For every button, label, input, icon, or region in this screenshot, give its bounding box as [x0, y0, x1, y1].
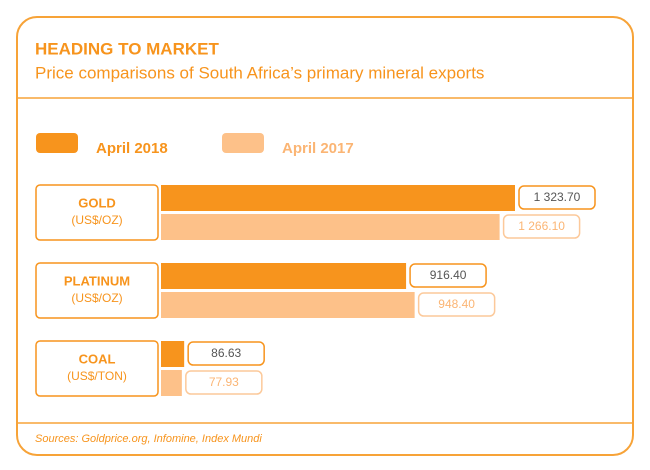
value-label-box: [409, 263, 487, 288]
frame: [16, 16, 634, 456]
bar: [161, 341, 185, 367]
value-label-box: [502, 214, 581, 239]
category-box: [35, 184, 159, 241]
value-label: 1 323.70: [534, 190, 581, 204]
value-label: 916.40: [430, 268, 467, 282]
bar: [161, 185, 515, 211]
category-unit: (US$/TON): [67, 369, 127, 383]
value-label: 948.40: [438, 297, 475, 311]
value-label-box: [185, 370, 263, 395]
value-label: 77.93: [209, 375, 239, 389]
legend-swatch: [36, 133, 78, 153]
category-box: [35, 340, 159, 397]
category-box: [35, 262, 159, 319]
legend-label: April 2017: [282, 140, 354, 157]
bar: [161, 263, 407, 289]
value-label-box: [187, 341, 265, 366]
category-label: PLATINUM: [64, 273, 130, 288]
category-unit: (US$/OZ): [71, 213, 122, 227]
value-label-box: [417, 292, 496, 317]
bar: [161, 292, 415, 318]
source: Sources: Goldprice.org, Infomine, Index …: [35, 433, 262, 445]
category-label: COAL: [79, 351, 116, 366]
category-unit: (US$/OZ): [71, 291, 122, 305]
bar: [161, 370, 182, 396]
legend-label: April 2018: [96, 140, 168, 157]
bar: [161, 214, 500, 240]
category-label: GOLD: [78, 195, 116, 210]
value-label: 86.63: [211, 346, 241, 360]
chart-subtitle: Price comparisons of South Africa’s prim…: [35, 63, 484, 82]
value-label: 1 266.10: [518, 219, 565, 233]
chart-title: HEADING TO MARKET: [35, 39, 219, 58]
legend-swatch: [222, 133, 264, 153]
value-label-box: [518, 185, 596, 210]
